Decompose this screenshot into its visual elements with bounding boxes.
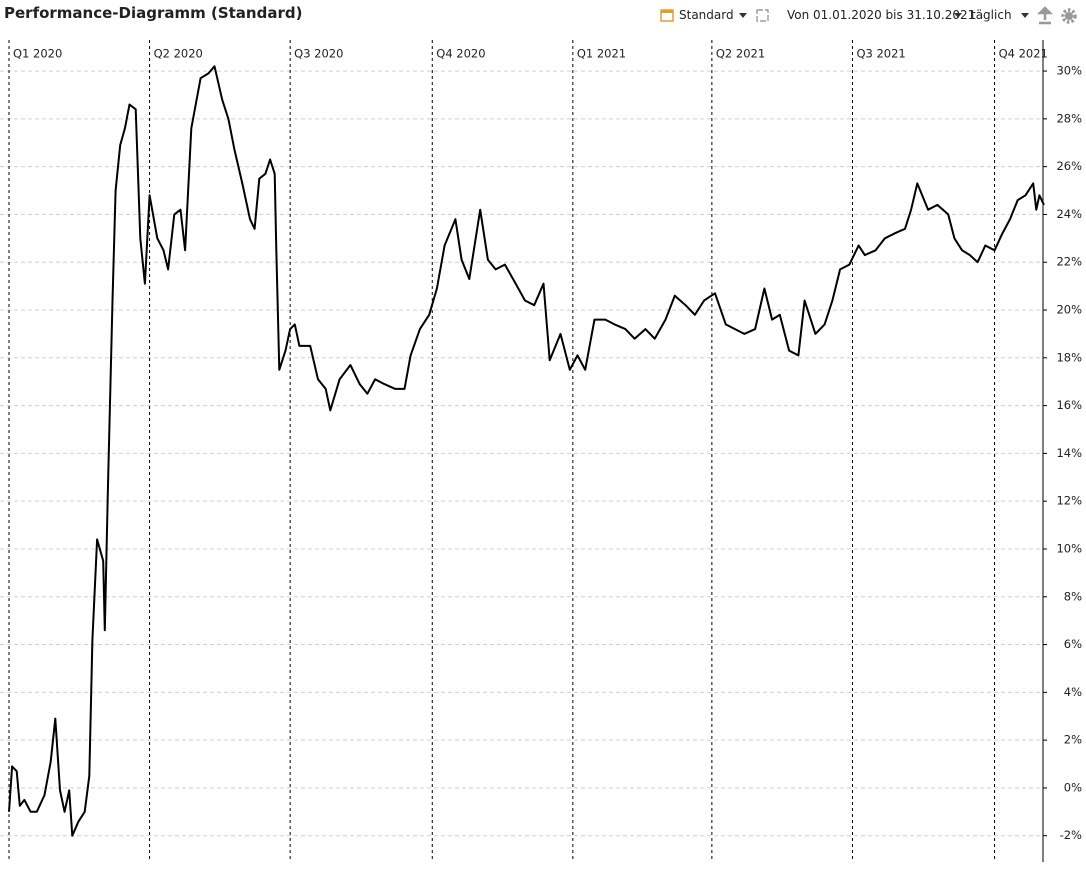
x-tick-label: Q3 2020 — [294, 47, 343, 61]
view-selector[interactable]: Standard — [679, 8, 734, 22]
dropdown-arrow[interactable] — [954, 13, 962, 18]
y-tick-label: 20% — [1056, 303, 1082, 317]
view-icon-bar — [661, 10, 673, 13]
y-tick-label: 16% — [1056, 398, 1082, 412]
y-tick-label: 0% — [1064, 780, 1082, 794]
y-tick-label: 18% — [1056, 350, 1082, 364]
dropdown-arrow[interactable] — [739, 13, 747, 18]
dropdown-arrow[interactable] — [1021, 13, 1029, 18]
x-tick-label: Q2 2021 — [716, 47, 765, 61]
y-tick-label: 28% — [1056, 111, 1082, 125]
y-tick-label: 6% — [1064, 637, 1082, 651]
y-tick-label: 30% — [1056, 64, 1082, 78]
performance-line — [8, 65, 1045, 837]
view-title: Performance-Diagramm (Standard) — [4, 4, 303, 22]
toolbar-icons — [660, 6, 1077, 25]
export-icon[interactable] — [1036, 6, 1054, 25]
settings-icon[interactable] — [1061, 8, 1077, 24]
y-tick-label: 12% — [1056, 494, 1082, 508]
y-tick-label: 14% — [1056, 446, 1082, 460]
reset-icon[interactable] — [756, 9, 769, 22]
y-tick-label: 8% — [1064, 589, 1082, 603]
y-tick-label: 22% — [1056, 255, 1082, 269]
x-tick-label: Q3 2021 — [856, 47, 905, 61]
y-tick-label: 4% — [1064, 685, 1082, 699]
settings-icon-core — [1065, 12, 1073, 20]
interval-selector[interactable]: täglich — [971, 8, 1012, 22]
x-tick-label: Q2 2020 — [154, 47, 203, 61]
x-tick-label: Q4 2021 — [999, 47, 1048, 61]
y-tick-label: 2% — [1064, 733, 1082, 747]
y-tick-label: 10% — [1056, 541, 1082, 555]
x-tick-label: Q1 2021 — [577, 47, 626, 61]
x-tick-label: Q1 2020 — [13, 47, 62, 61]
x-tick-label: Q4 2020 — [436, 47, 485, 61]
y-tick-label: 26% — [1056, 159, 1082, 173]
period-selector[interactable]: Von 01.01.2020 bis 31.10.2021 — [787, 8, 976, 22]
y-tick-label: 24% — [1056, 207, 1082, 221]
y-tick-label: -2% — [1060, 828, 1082, 842]
